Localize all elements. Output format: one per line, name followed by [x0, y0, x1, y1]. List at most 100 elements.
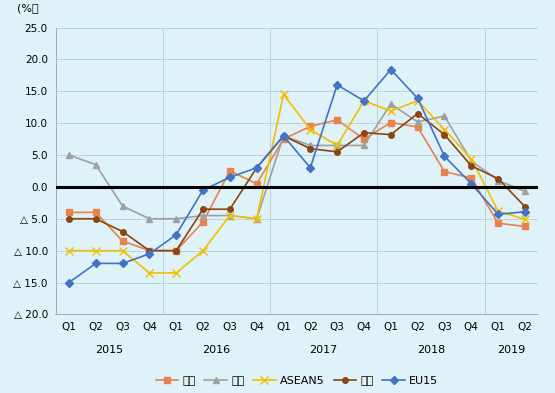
中国: [522, 189, 528, 194]
Line: 日本: 日本: [66, 117, 528, 253]
ASEAN5: [414, 99, 421, 103]
米国: [146, 248, 153, 253]
中国: [280, 134, 287, 138]
Line: 米国: 米国: [66, 111, 528, 253]
Legend: 日本, 中国, ASEAN5, 米国, EU15: 日本, 中国, ASEAN5, 米国, EU15: [151, 372, 443, 391]
中国: [92, 162, 99, 167]
中国: [253, 217, 260, 221]
ASEAN5: [495, 209, 502, 213]
日本: [226, 169, 233, 173]
米国: [387, 132, 394, 137]
EU15: [200, 188, 206, 193]
ASEAN5: [441, 127, 448, 132]
日本: [468, 176, 475, 180]
中国: [334, 143, 341, 148]
Line: 中国: 中国: [66, 101, 528, 222]
米国: [414, 111, 421, 116]
日本: [387, 120, 394, 125]
EU15: [226, 175, 233, 180]
米国: [200, 207, 206, 211]
ASEAN5: [200, 248, 206, 253]
日本: [280, 137, 287, 141]
ASEAN5: [226, 213, 233, 218]
Text: (%）: (%）: [17, 3, 38, 13]
ASEAN5: [280, 92, 287, 97]
Text: 2015: 2015: [95, 345, 123, 355]
中国: [495, 178, 502, 183]
EU15: [387, 67, 394, 72]
日本: [307, 124, 314, 129]
中国: [468, 158, 475, 163]
中国: [119, 204, 126, 208]
Text: 2018: 2018: [417, 345, 445, 355]
日本: [495, 221, 502, 226]
米国: [441, 132, 448, 137]
米国: [280, 134, 287, 138]
日本: [200, 220, 206, 224]
米国: [307, 146, 314, 151]
中国: [441, 114, 448, 118]
EU15: [253, 165, 260, 170]
EU15: [334, 83, 341, 87]
Line: ASEAN5: ASEAN5: [65, 90, 529, 277]
中国: [307, 143, 314, 148]
Text: 2016: 2016: [203, 345, 230, 355]
ASEAN5: [468, 156, 475, 161]
ASEAN5: [307, 127, 314, 132]
EU15: [280, 134, 287, 138]
日本: [361, 137, 367, 141]
ASEAN5: [253, 217, 260, 221]
EU15: [468, 181, 475, 186]
中国: [200, 213, 206, 218]
日本: [522, 224, 528, 229]
ASEAN5: [334, 143, 341, 148]
ASEAN5: [173, 271, 179, 275]
米国: [334, 149, 341, 154]
米国: [226, 207, 233, 211]
中国: [361, 143, 367, 148]
EU15: [65, 280, 72, 285]
中国: [414, 119, 421, 124]
EU15: [307, 165, 314, 170]
EU15: [119, 261, 126, 266]
日本: [414, 125, 421, 129]
EU15: [146, 252, 153, 256]
EU15: [173, 232, 179, 237]
米国: [173, 248, 179, 253]
日本: [119, 239, 126, 243]
米国: [119, 229, 126, 234]
米国: [522, 204, 528, 209]
中国: [146, 217, 153, 221]
米国: [361, 130, 367, 135]
EU15: [495, 212, 502, 217]
中国: [65, 152, 72, 157]
EU15: [414, 96, 421, 101]
日本: [253, 181, 260, 186]
米国: [92, 217, 99, 221]
Line: EU15: EU15: [66, 67, 528, 285]
日本: [334, 118, 341, 122]
米国: [495, 176, 502, 181]
ASEAN5: [387, 109, 394, 114]
Text: 2019: 2019: [497, 345, 526, 355]
米国: [65, 217, 72, 221]
ASEAN5: [146, 271, 153, 275]
中国: [226, 213, 233, 218]
中国: [387, 102, 394, 107]
ASEAN5: [92, 248, 99, 253]
米国: [253, 165, 260, 170]
日本: [173, 248, 179, 253]
日本: [146, 248, 153, 253]
ASEAN5: [522, 217, 528, 222]
ASEAN5: [119, 248, 126, 253]
日本: [441, 169, 448, 174]
EU15: [361, 99, 367, 103]
中国: [173, 217, 179, 221]
日本: [92, 210, 99, 215]
EU15: [522, 209, 528, 214]
Text: 2017: 2017: [310, 345, 338, 355]
EU15: [441, 154, 448, 159]
米国: [468, 163, 475, 168]
ASEAN5: [65, 248, 72, 253]
日本: [65, 210, 72, 215]
